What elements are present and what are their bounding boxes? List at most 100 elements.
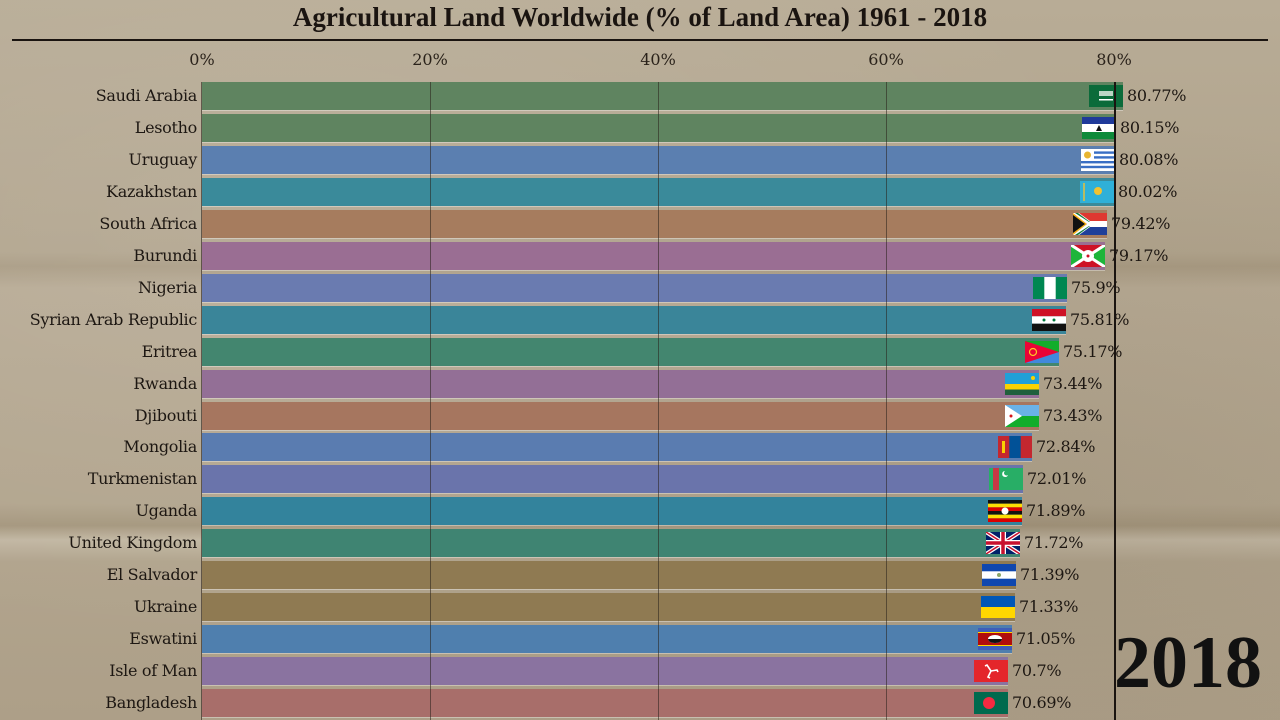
value-label: 79.42% bbox=[1111, 214, 1171, 233]
gridline-40 bbox=[658, 82, 659, 720]
x-tick-60: 60% bbox=[868, 50, 904, 69]
bar bbox=[202, 689, 1008, 717]
bar-row: Uruguay 80.08% bbox=[0, 146, 1280, 174]
bar bbox=[202, 274, 1067, 302]
country-label: Kazakhstan bbox=[106, 182, 197, 201]
country-label: Bangladesh bbox=[105, 693, 197, 712]
value-label: 72.01% bbox=[1027, 469, 1087, 488]
bar-row: Bangladesh 70.69% bbox=[0, 689, 1280, 717]
rwanda-flag-icon bbox=[1005, 373, 1039, 395]
x-tick-80: 80% bbox=[1096, 50, 1132, 69]
bar-row: Isle of Man 70.7% bbox=[0, 657, 1280, 685]
bar bbox=[202, 242, 1105, 270]
bar-row: Rwanda 73.44% bbox=[0, 370, 1280, 398]
bar bbox=[202, 338, 1059, 366]
kazakhstan-flag-icon bbox=[1080, 181, 1114, 203]
value-label: 73.44% bbox=[1043, 374, 1103, 393]
title-divider bbox=[12, 39, 1268, 41]
country-label: Nigeria bbox=[137, 278, 197, 297]
country-label: Eritrea bbox=[141, 342, 198, 361]
bar-row: United Kingdom 71.72% bbox=[0, 529, 1280, 557]
country-label: Eswatini bbox=[129, 629, 197, 648]
lesotho-flag-icon bbox=[1082, 117, 1116, 139]
x-tick-20: 20% bbox=[412, 50, 448, 69]
x-axis-ticks: 0% 20% 40% 60% 80% bbox=[0, 50, 1280, 74]
bar-row: South Africa 79.42% bbox=[0, 210, 1280, 238]
burundi-flag-icon bbox=[1071, 245, 1105, 267]
value-label: 75.9% bbox=[1071, 278, 1121, 297]
uruguay-flag-icon bbox=[1081, 149, 1115, 171]
bar bbox=[202, 657, 1008, 685]
country-label: Uganda bbox=[135, 501, 197, 520]
value-label: 80.15% bbox=[1120, 118, 1180, 137]
djibouti-flag-icon bbox=[1005, 405, 1039, 427]
value-label: 73.43% bbox=[1043, 406, 1103, 425]
value-label: 70.7% bbox=[1012, 661, 1062, 680]
value-label: 72.84% bbox=[1036, 437, 1096, 456]
country-label: South Africa bbox=[99, 214, 197, 233]
bar bbox=[202, 561, 1016, 589]
mongolia-flag-icon bbox=[998, 436, 1032, 458]
eritrea-flag-icon bbox=[1025, 341, 1059, 363]
gridline-20 bbox=[430, 82, 431, 720]
country-label: Uruguay bbox=[128, 150, 198, 169]
bar-row: Kazakhstan 80.02% bbox=[0, 178, 1280, 206]
uganda-flag-icon bbox=[988, 500, 1022, 522]
x-tick-40: 40% bbox=[640, 50, 676, 69]
country-label: United Kingdom bbox=[68, 533, 197, 552]
bar bbox=[202, 82, 1123, 110]
bar bbox=[202, 593, 1015, 621]
bangladesh-flag-icon bbox=[974, 692, 1008, 714]
bar bbox=[202, 402, 1039, 430]
bar-row: Uganda 71.89% bbox=[0, 497, 1280, 525]
syria-flag-icon bbox=[1032, 309, 1066, 331]
value-label: 71.89% bbox=[1026, 501, 1086, 520]
value-label: 75.17% bbox=[1063, 342, 1123, 361]
nigeria-flag-icon bbox=[1033, 277, 1067, 299]
bar-row: Eritrea 75.17% bbox=[0, 338, 1280, 366]
bar-row: Burundi 79.17% bbox=[0, 242, 1280, 270]
bar bbox=[202, 370, 1039, 398]
value-label: 79.17% bbox=[1109, 246, 1169, 265]
country-label: Burundi bbox=[133, 246, 197, 265]
bar bbox=[202, 465, 1023, 493]
bar-row: Eswatini 71.05% bbox=[0, 625, 1280, 653]
country-label: Rwanda bbox=[133, 374, 197, 393]
country-label: Djibouti bbox=[134, 406, 198, 425]
south-africa-flag-icon bbox=[1073, 213, 1107, 235]
value-label: 71.39% bbox=[1020, 565, 1080, 584]
bar bbox=[202, 433, 1032, 461]
gridline-80 bbox=[1114, 82, 1116, 720]
year-label: 2018 bbox=[1114, 622, 1262, 704]
bar-row: Nigeria 75.9% bbox=[0, 274, 1280, 302]
value-label: 71.05% bbox=[1016, 629, 1076, 648]
country-label: Turkmenistan bbox=[87, 469, 198, 488]
country-label: Mongolia bbox=[123, 437, 197, 456]
value-label: 80.08% bbox=[1119, 150, 1179, 169]
country-label: Ukraine bbox=[133, 597, 197, 616]
country-label: El Salvador bbox=[106, 565, 198, 584]
turkmenistan-flag-icon bbox=[989, 468, 1023, 490]
bar bbox=[202, 210, 1107, 238]
united-kingdom-flag-icon bbox=[986, 532, 1020, 554]
bar-row: Turkmenistan 72.01% bbox=[0, 465, 1280, 493]
value-label: 71.72% bbox=[1024, 533, 1084, 552]
x-tick-0: 0% bbox=[189, 50, 215, 69]
y-axis-line bbox=[201, 82, 202, 720]
el-salvador-flag-icon bbox=[982, 564, 1016, 586]
value-label: 80.77% bbox=[1127, 86, 1187, 105]
bar bbox=[202, 529, 1020, 557]
bar-row: El Salvador 71.39% bbox=[0, 561, 1280, 589]
value-label: 80.02% bbox=[1118, 182, 1178, 201]
bar-row: Syrian Arab Republic 75.81% bbox=[0, 306, 1280, 334]
chart-title: Agricultural Land Worldwide (% of Land A… bbox=[292, 2, 988, 32]
country-label: Isle of Man bbox=[109, 661, 197, 680]
isle-of-man-flag-icon bbox=[974, 660, 1008, 682]
gridline-60 bbox=[886, 82, 887, 720]
bar-row: Mongolia 72.84% bbox=[0, 433, 1280, 461]
value-label: 75.81% bbox=[1070, 310, 1130, 329]
bar bbox=[202, 625, 1012, 653]
bar-row: Saudi Arabia 80.77% bbox=[0, 82, 1280, 110]
ukraine-flag-icon bbox=[981, 596, 1015, 618]
bar bbox=[202, 306, 1066, 334]
